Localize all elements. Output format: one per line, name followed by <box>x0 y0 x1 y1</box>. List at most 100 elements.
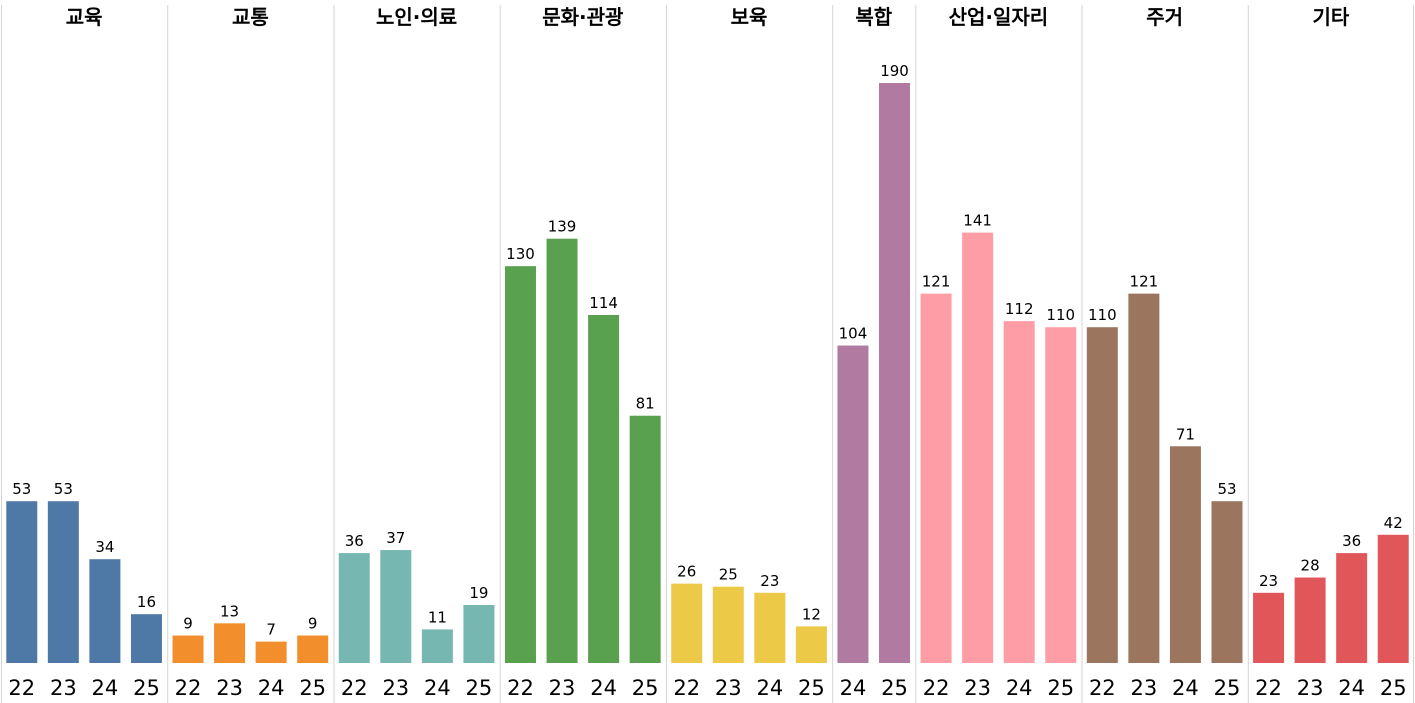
data-label: 110 <box>1046 306 1075 324</box>
x-tick-label: 24 <box>1338 676 1365 700</box>
x-tick-label: 25 <box>632 676 659 700</box>
bar <box>1253 592 1285 663</box>
bar <box>463 605 495 663</box>
data-label: 13 <box>220 602 239 620</box>
bar <box>1169 446 1201 663</box>
data-label: 36 <box>1342 532 1361 550</box>
x-tick-label: 25 <box>299 676 326 700</box>
x-tick-label: 24 <box>840 676 867 700</box>
x-tick-label: 25 <box>1047 676 1074 700</box>
bar <box>712 586 744 663</box>
bar <box>795 626 827 663</box>
bar <box>255 641 287 663</box>
x-tick-label: 23 <box>50 676 77 700</box>
data-label: 23 <box>760 572 779 590</box>
bar <box>1128 293 1160 663</box>
panel-title: 주거 <box>1146 5 1183 29</box>
panel-title: 산업·일자리 <box>949 5 1049 29</box>
x-tick-label: 23 <box>1131 676 1158 700</box>
data-label: 53 <box>54 480 73 498</box>
x-tick-label: 23 <box>216 676 243 700</box>
x-tick-label: 24 <box>258 676 285 700</box>
bar <box>214 623 246 663</box>
x-tick-label: 24 <box>424 676 451 700</box>
data-label: 42 <box>1384 514 1403 532</box>
x-tick-label: 22 <box>673 676 700 700</box>
panel-title: 교통 <box>232 5 269 29</box>
bar <box>130 614 162 663</box>
x-tick-label: 24 <box>92 676 119 700</box>
data-label: 19 <box>469 584 488 602</box>
bar <box>546 238 578 663</box>
x-tick-label: 22 <box>1255 676 1282 700</box>
bar <box>1211 501 1243 663</box>
data-label: 139 <box>548 218 577 236</box>
bar <box>1336 553 1368 663</box>
data-label: 16 <box>137 593 156 611</box>
x-tick-label: 22 <box>923 676 950 700</box>
x-tick-label: 23 <box>549 676 576 700</box>
data-label: 37 <box>386 529 405 547</box>
bar <box>421 629 453 663</box>
x-tick-label: 25 <box>798 676 825 700</box>
data-label: 36 <box>345 532 364 550</box>
data-label: 23 <box>1259 572 1278 590</box>
data-label: 7 <box>266 621 276 639</box>
x-tick-label: 25 <box>133 676 160 700</box>
data-label: 9 <box>308 615 318 633</box>
panel-title: 노인·의료 <box>376 5 457 29</box>
x-tick-label: 25 <box>881 676 908 700</box>
data-label: 112 <box>1005 300 1034 318</box>
bar <box>671 583 703 663</box>
data-label: 34 <box>95 538 114 556</box>
data-label: 9 <box>183 615 193 633</box>
bar <box>1377 534 1409 663</box>
bar <box>629 415 661 663</box>
x-tick-label: 25 <box>466 676 493 700</box>
bar <box>338 553 370 663</box>
bar <box>754 592 786 663</box>
bar <box>504 266 536 663</box>
data-label: 71 <box>1176 425 1195 443</box>
bar <box>1086 327 1118 663</box>
data-label: 104 <box>839 325 868 343</box>
data-label: 81 <box>636 395 655 413</box>
bar <box>1045 327 1077 663</box>
bar <box>1003 321 1035 663</box>
x-tick-label: 23 <box>382 676 409 700</box>
data-label: 141 <box>963 212 992 230</box>
bar <box>172 635 204 663</box>
panel-title: 문화·관광 <box>542 5 624 29</box>
bar <box>962 232 994 663</box>
data-label: 28 <box>1301 557 1320 575</box>
bar <box>47 501 79 663</box>
data-label: 190 <box>880 62 909 80</box>
data-label: 26 <box>677 563 696 581</box>
data-label: 53 <box>12 480 31 498</box>
data-label: 130 <box>506 245 535 263</box>
x-tick-label: 23 <box>1297 676 1324 700</box>
x-tick-label: 24 <box>590 676 617 700</box>
panel-title: 보육 <box>731 5 768 29</box>
x-tick-label: 25 <box>1214 676 1241 700</box>
data-label: 25 <box>719 566 738 584</box>
x-tick-label: 22 <box>341 676 368 700</box>
x-tick-label: 24 <box>756 676 783 700</box>
x-tick-label: 23 <box>715 676 742 700</box>
data-label: 11 <box>428 608 447 626</box>
x-tick-label: 22 <box>1089 676 1116 700</box>
bar <box>837 345 869 663</box>
data-label: 53 <box>1217 480 1236 498</box>
x-tick-label: 24 <box>1172 676 1199 700</box>
bar <box>879 83 911 663</box>
bar <box>89 559 121 663</box>
panel-title: 복합 <box>855 5 892 29</box>
bar <box>920 293 952 663</box>
panel-title: 기타 <box>1312 5 1349 29</box>
data-label: 114 <box>589 294 618 312</box>
data-label: 110 <box>1088 306 1117 324</box>
bar <box>588 315 620 663</box>
x-tick-label: 22 <box>8 676 35 700</box>
data-label: 121 <box>922 273 951 291</box>
